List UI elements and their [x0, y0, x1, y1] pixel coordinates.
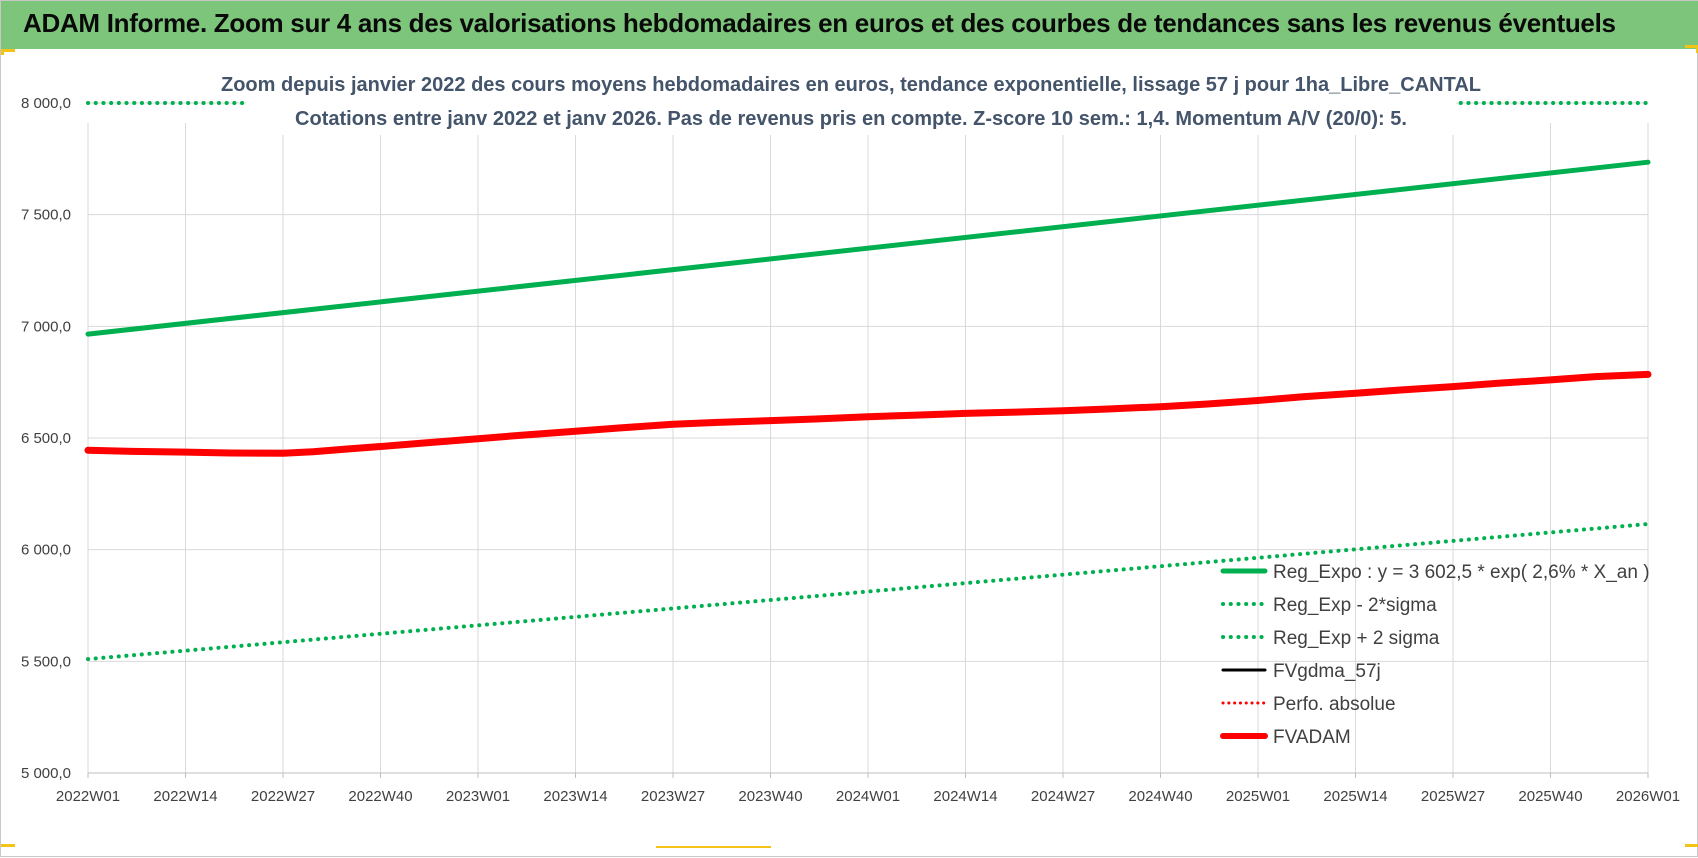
legend-label: Reg_Exp + 2 sigma	[1273, 628, 1440, 649]
chart-title-block: Zoom depuis janvier 2022 des cours moyen…	[221, 65, 1481, 135]
corner-mark-top-left	[1, 49, 15, 52]
x-tick-label: 2024W27	[1031, 788, 1095, 805]
axis-layer: 5 000,0 5 500,0 6 000,0 6 500,0 7 000,0 7 500…	[21, 95, 1680, 805]
report-title: ADAM Informe. Zoom sur 4 ans des valoris…	[23, 8, 1616, 38]
chart-title-line-1: Zoom depuis janvier 2022 des cours moyen…	[221, 74, 1481, 96]
x-tick-label: 2025W40	[1518, 788, 1582, 805]
x-tick-label: 2022W27	[251, 788, 315, 805]
x-tick-label: 2023W01	[446, 788, 510, 805]
y-tick-label: 5 500,0	[21, 653, 71, 670]
legend-label: Perfo. absolue	[1273, 694, 1396, 715]
legend-label: FVgdma_57j	[1273, 661, 1381, 682]
x-tick-label: 2024W40	[1128, 788, 1192, 805]
corner-mark-bottom-right	[1685, 844, 1698, 847]
x-tick-label: 2023W27	[641, 788, 705, 805]
legend-label: FVADAM	[1273, 727, 1351, 748]
title-background	[246, 65, 1456, 135]
x-tick-label: 2022W01	[56, 788, 120, 805]
chart-title-line-2: Cotations entre janv 2022 et janv 2026. …	[295, 108, 1407, 130]
corner-mark-bottom-center	[656, 846, 771, 848]
x-tick-label: 2025W27	[1421, 788, 1485, 805]
corner-mark-top-right	[1685, 45, 1698, 48]
y-tick-label: 5 000,0	[21, 765, 71, 782]
corner-mark-bottom-left	[1, 844, 15, 847]
x-tick-label: 2026W01	[1616, 788, 1680, 805]
y-tick-label: 7 500,0	[21, 207, 71, 224]
legend: Reg_Expo : y = 3 602,5 * exp( 2,6% * X_a…	[1220, 562, 1650, 748]
corner-mark-top-left-v	[1, 49, 4, 55]
y-tick-label: 8 000,0	[21, 95, 71, 112]
series-layer	[84, 101, 1652, 662]
x-tick-label: 2024W01	[836, 788, 900, 805]
x-tick-label: 2025W14	[1323, 788, 1387, 805]
x-tick-label: 2022W40	[348, 788, 412, 805]
x-tick-label: 2024W14	[933, 788, 997, 805]
x-tick-label: 2025W01	[1226, 788, 1290, 805]
report-banner: ADAM Informe. Zoom sur 4 ans des valoris…	[1, 1, 1698, 49]
y-tick-label: 6 500,0	[21, 430, 71, 447]
legend-label: Reg_Exp - 2*sigma	[1273, 595, 1437, 616]
series-line-5	[84, 370, 1652, 457]
grid-layer	[87, 102, 1649, 774]
y-tick-label: 6 000,0	[21, 542, 71, 559]
legend-label: Reg_Expo : y = 3 602,5 * exp( 2,6% * X_a…	[1273, 562, 1650, 583]
series-line-0	[85, 159, 1651, 337]
y-tick-label: 7 000,0	[21, 318, 71, 335]
x-tick-label: 2023W14	[543, 788, 607, 805]
series-line-1	[86, 522, 1650, 662]
x-tick-label: 2023W40	[738, 788, 802, 805]
corner-mark-top-right-v	[1696, 45, 1698, 53]
x-tick-label: 2022W14	[153, 788, 217, 805]
